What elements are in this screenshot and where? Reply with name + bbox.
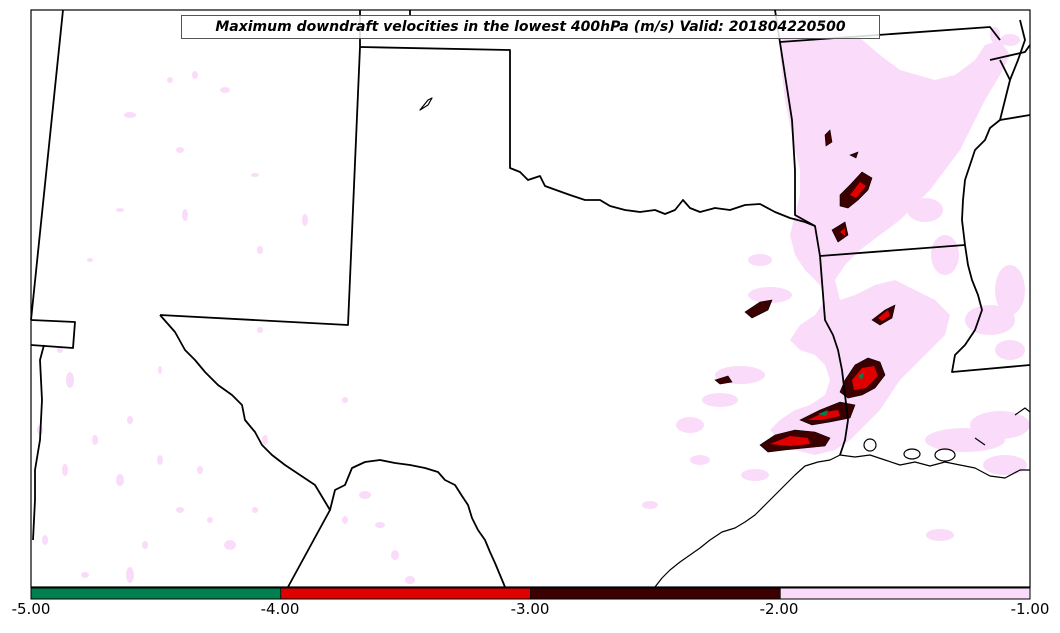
colorbar — [30, 587, 1031, 600]
colorbar-bin — [780, 588, 1030, 599]
map-border — [30, 9, 1031, 588]
state-borders — [30, 9, 1031, 588]
coastlines — [419, 97, 1031, 588]
colorbar-bin — [280, 588, 531, 599]
colorbar-tick-label: -5.00 — [11, 600, 51, 618]
colorbar-bin — [31, 588, 281, 599]
downdraft-core-green-regions — [818, 372, 864, 416]
downdraft-speckles-west — [37, 71, 415, 584]
colorbar-tick-label: -2.00 — [759, 600, 799, 618]
downdraft-core-red-regions — [770, 182, 890, 446]
map-title: Maximum downdraft velocities in the lowe… — [181, 15, 880, 39]
colorbar-tick-label: -1.00 — [1010, 600, 1050, 618]
colorbar-tick-label: -3.00 — [510, 600, 550, 618]
colorbar-bin — [530, 588, 781, 599]
colorbar-tick-label: -4.00 — [260, 600, 300, 618]
